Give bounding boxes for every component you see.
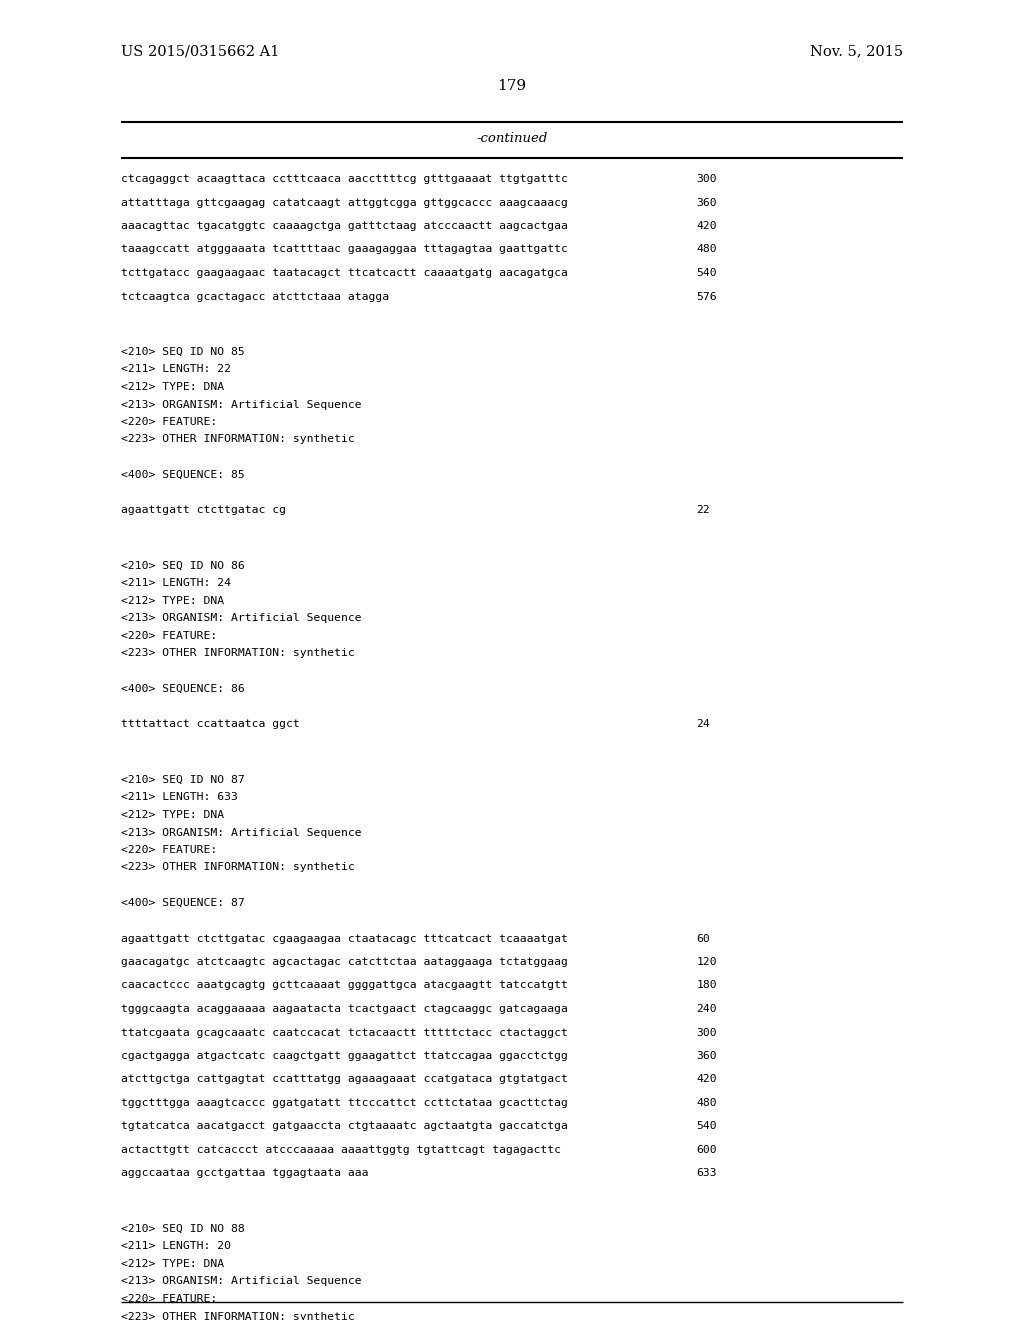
Text: 22: 22 — [696, 506, 710, 516]
Text: ttttattact ccattaatca ggct: ttttattact ccattaatca ggct — [121, 719, 300, 730]
Text: aaacagttac tgacatggtc caaaagctga gatttctaag atcccaactt aagcactgaa: aaacagttac tgacatggtc caaaagctga gatttct… — [121, 220, 567, 231]
Text: 300: 300 — [696, 1027, 717, 1038]
Text: <213> ORGANISM: Artificial Sequence: <213> ORGANISM: Artificial Sequence — [121, 614, 361, 623]
Text: gaacagatgc atctcaagtc agcactagac catcttctaa aataggaaga tctatggaag: gaacagatgc atctcaagtc agcactagac catcttc… — [121, 957, 567, 968]
Text: 360: 360 — [696, 1051, 717, 1061]
Text: <212> TYPE: DNA: <212> TYPE: DNA — [121, 381, 224, 392]
Text: 633: 633 — [696, 1168, 717, 1179]
Text: <213> ORGANISM: Artificial Sequence: <213> ORGANISM: Artificial Sequence — [121, 828, 361, 837]
Text: <223> OTHER INFORMATION: synthetic: <223> OTHER INFORMATION: synthetic — [121, 862, 354, 873]
Text: 540: 540 — [696, 268, 717, 279]
Text: tggctttgga aaagtcaccc ggatgatatt ttcccattct ccttctataa gcacttctag: tggctttgga aaagtcaccc ggatgatatt ttcccat… — [121, 1098, 567, 1107]
Text: 600: 600 — [696, 1144, 717, 1155]
Text: 240: 240 — [696, 1005, 717, 1014]
Text: <210> SEQ ID NO 87: <210> SEQ ID NO 87 — [121, 775, 245, 785]
Text: caacactccc aaatgcagtg gcttcaaaat ggggattgca atacgaagtt tatccatgtt: caacactccc aaatgcagtg gcttcaaaat ggggatt… — [121, 981, 567, 990]
Text: <220> FEATURE:: <220> FEATURE: — [121, 1294, 217, 1304]
Text: <400> SEQUENCE: 87: <400> SEQUENCE: 87 — [121, 898, 245, 908]
Text: <212> TYPE: DNA: <212> TYPE: DNA — [121, 597, 224, 606]
Text: <210> SEQ ID NO 88: <210> SEQ ID NO 88 — [121, 1224, 245, 1234]
Text: 120: 120 — [696, 957, 717, 968]
Text: 360: 360 — [696, 198, 717, 207]
Text: 60: 60 — [696, 933, 710, 944]
Text: <211> LENGTH: 22: <211> LENGTH: 22 — [121, 364, 230, 375]
Text: taaagccatt atgggaaata tcattttaac gaaagaggaa tttagagtaa gaattgattc: taaagccatt atgggaaata tcattttaac gaaagag… — [121, 244, 567, 255]
Text: agaattgatt ctcttgatac cgaagaagaa ctaatacagc tttcatcact tcaaaatgat: agaattgatt ctcttgatac cgaagaagaa ctaatac… — [121, 933, 567, 944]
Text: 179: 179 — [498, 79, 526, 92]
Text: US 2015/0315662 A1: US 2015/0315662 A1 — [121, 44, 280, 58]
Text: <223> OTHER INFORMATION: synthetic: <223> OTHER INFORMATION: synthetic — [121, 1312, 354, 1320]
Text: <210> SEQ ID NO 85: <210> SEQ ID NO 85 — [121, 347, 245, 356]
Text: 480: 480 — [696, 1098, 717, 1107]
Text: attatttaga gttcgaagag catatcaagt attggtcgga gttggcaccc aaagcaaacg: attatttaga gttcgaagag catatcaagt attggtc… — [121, 198, 567, 207]
Text: 420: 420 — [696, 220, 717, 231]
Text: <220> FEATURE:: <220> FEATURE: — [121, 417, 217, 426]
Text: atcttgctga cattgagtat ccatttatgg agaaagaaat ccatgataca gtgtatgact: atcttgctga cattgagtat ccatttatgg agaaaga… — [121, 1074, 567, 1085]
Text: <400> SEQUENCE: 85: <400> SEQUENCE: 85 — [121, 470, 245, 480]
Text: 480: 480 — [696, 244, 717, 255]
Text: <220> FEATURE:: <220> FEATURE: — [121, 631, 217, 642]
Text: 300: 300 — [696, 174, 717, 183]
Text: <223> OTHER INFORMATION: synthetic: <223> OTHER INFORMATION: synthetic — [121, 434, 354, 445]
Text: 420: 420 — [696, 1074, 717, 1085]
Text: 540: 540 — [696, 1122, 717, 1131]
Text: 180: 180 — [696, 981, 717, 990]
Text: <400> SEQUENCE: 86: <400> SEQUENCE: 86 — [121, 684, 245, 694]
Text: <212> TYPE: DNA: <212> TYPE: DNA — [121, 810, 224, 820]
Text: <211> LENGTH: 24: <211> LENGTH: 24 — [121, 578, 230, 589]
Text: -continued: -continued — [476, 132, 548, 145]
Text: agaattgatt ctcttgatac cg: agaattgatt ctcttgatac cg — [121, 506, 286, 516]
Text: <211> LENGTH: 20: <211> LENGTH: 20 — [121, 1242, 230, 1251]
Text: tcttgatacc gaagaagaac taatacagct ttcatcactt caaaatgatg aacagatgca: tcttgatacc gaagaagaac taatacagct ttcatca… — [121, 268, 567, 279]
Text: 576: 576 — [696, 292, 717, 301]
Text: 24: 24 — [696, 719, 710, 730]
Text: <211> LENGTH: 633: <211> LENGTH: 633 — [121, 792, 238, 803]
Text: tctcaagtca gcactagacc atcttctaaa atagga: tctcaagtca gcactagacc atcttctaaa atagga — [121, 292, 389, 301]
Text: ctcagaggct acaagttaca cctttcaaca aaccttttcg gtttgaaaat ttgtgatttc: ctcagaggct acaagttaca cctttcaaca aaccttt… — [121, 174, 567, 183]
Text: cgactgagga atgactcatc caagctgatt ggaagattct ttatccagaa ggacctctgg: cgactgagga atgactcatc caagctgatt ggaagat… — [121, 1051, 567, 1061]
Text: <213> ORGANISM: Artificial Sequence: <213> ORGANISM: Artificial Sequence — [121, 1276, 361, 1287]
Text: actacttgtt catcaccct atcccaaaaa aaaattggtg tgtattcagt tagagacttc: actacttgtt catcaccct atcccaaaaa aaaattgg… — [121, 1144, 561, 1155]
Text: <223> OTHER INFORMATION: synthetic: <223> OTHER INFORMATION: synthetic — [121, 648, 354, 659]
Text: Nov. 5, 2015: Nov. 5, 2015 — [810, 44, 903, 58]
Text: <212> TYPE: DNA: <212> TYPE: DNA — [121, 1259, 224, 1269]
Text: <210> SEQ ID NO 86: <210> SEQ ID NO 86 — [121, 561, 245, 572]
Text: ttatcgaata gcagcaaatc caatccacat tctacaactt tttttctacc ctactaggct: ttatcgaata gcagcaaatc caatccacat tctacaa… — [121, 1027, 567, 1038]
Text: aggccaataa gcctgattaa tggagtaata aaa: aggccaataa gcctgattaa tggagtaata aaa — [121, 1168, 369, 1179]
Text: tgtatcatca aacatgacct gatgaaccta ctgtaaaatc agctaatgta gaccatctga: tgtatcatca aacatgacct gatgaaccta ctgtaaa… — [121, 1122, 567, 1131]
Text: tgggcaagta acaggaaaaa aagaatacta tcactgaact ctagcaaggc gatcagaaga: tgggcaagta acaggaaaaa aagaatacta tcactga… — [121, 1005, 567, 1014]
Text: <213> ORGANISM: Artificial Sequence: <213> ORGANISM: Artificial Sequence — [121, 400, 361, 409]
Text: <220> FEATURE:: <220> FEATURE: — [121, 845, 217, 855]
